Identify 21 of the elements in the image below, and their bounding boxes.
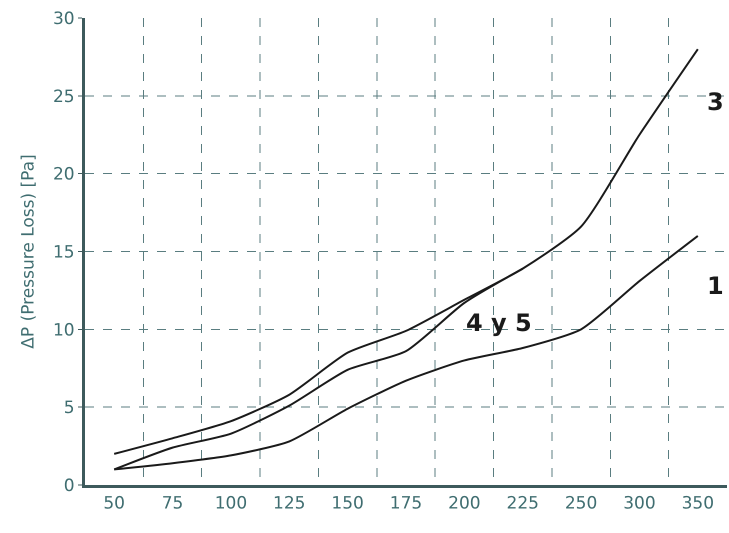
y-tick-label: 10 (52, 320, 75, 340)
x-tick-label: 350 (682, 493, 714, 514)
y-tick-label: 0 (64, 476, 75, 496)
y-tick-label: 15 (52, 242, 75, 262)
x-tick-label: 125 (273, 493, 306, 514)
y-tick-label: 25 (52, 86, 75, 107)
x-tick-label: 200 (448, 493, 481, 514)
x-tick-label: 100 (214, 493, 248, 514)
y-tick-label: 30 (52, 8, 75, 29)
x-tick-label: 225 (506, 493, 539, 514)
x-tick-label: 250 (564, 493, 598, 514)
series-label: 1 (707, 272, 724, 300)
y-tick-label: 20 (52, 164, 75, 185)
x-tick-label: 150 (331, 493, 364, 514)
x-tick-label: 50 (103, 493, 125, 514)
y-tick-label: 5 (64, 398, 75, 418)
series-label: 3 (707, 88, 724, 116)
x-tick-label: 300 (623, 493, 656, 514)
x-tick-label: 75 (162, 493, 184, 514)
x-tick-label: 175 (390, 493, 422, 514)
y-axis-title: ΔP (Pressure Loss) [Pa] (18, 154, 39, 349)
